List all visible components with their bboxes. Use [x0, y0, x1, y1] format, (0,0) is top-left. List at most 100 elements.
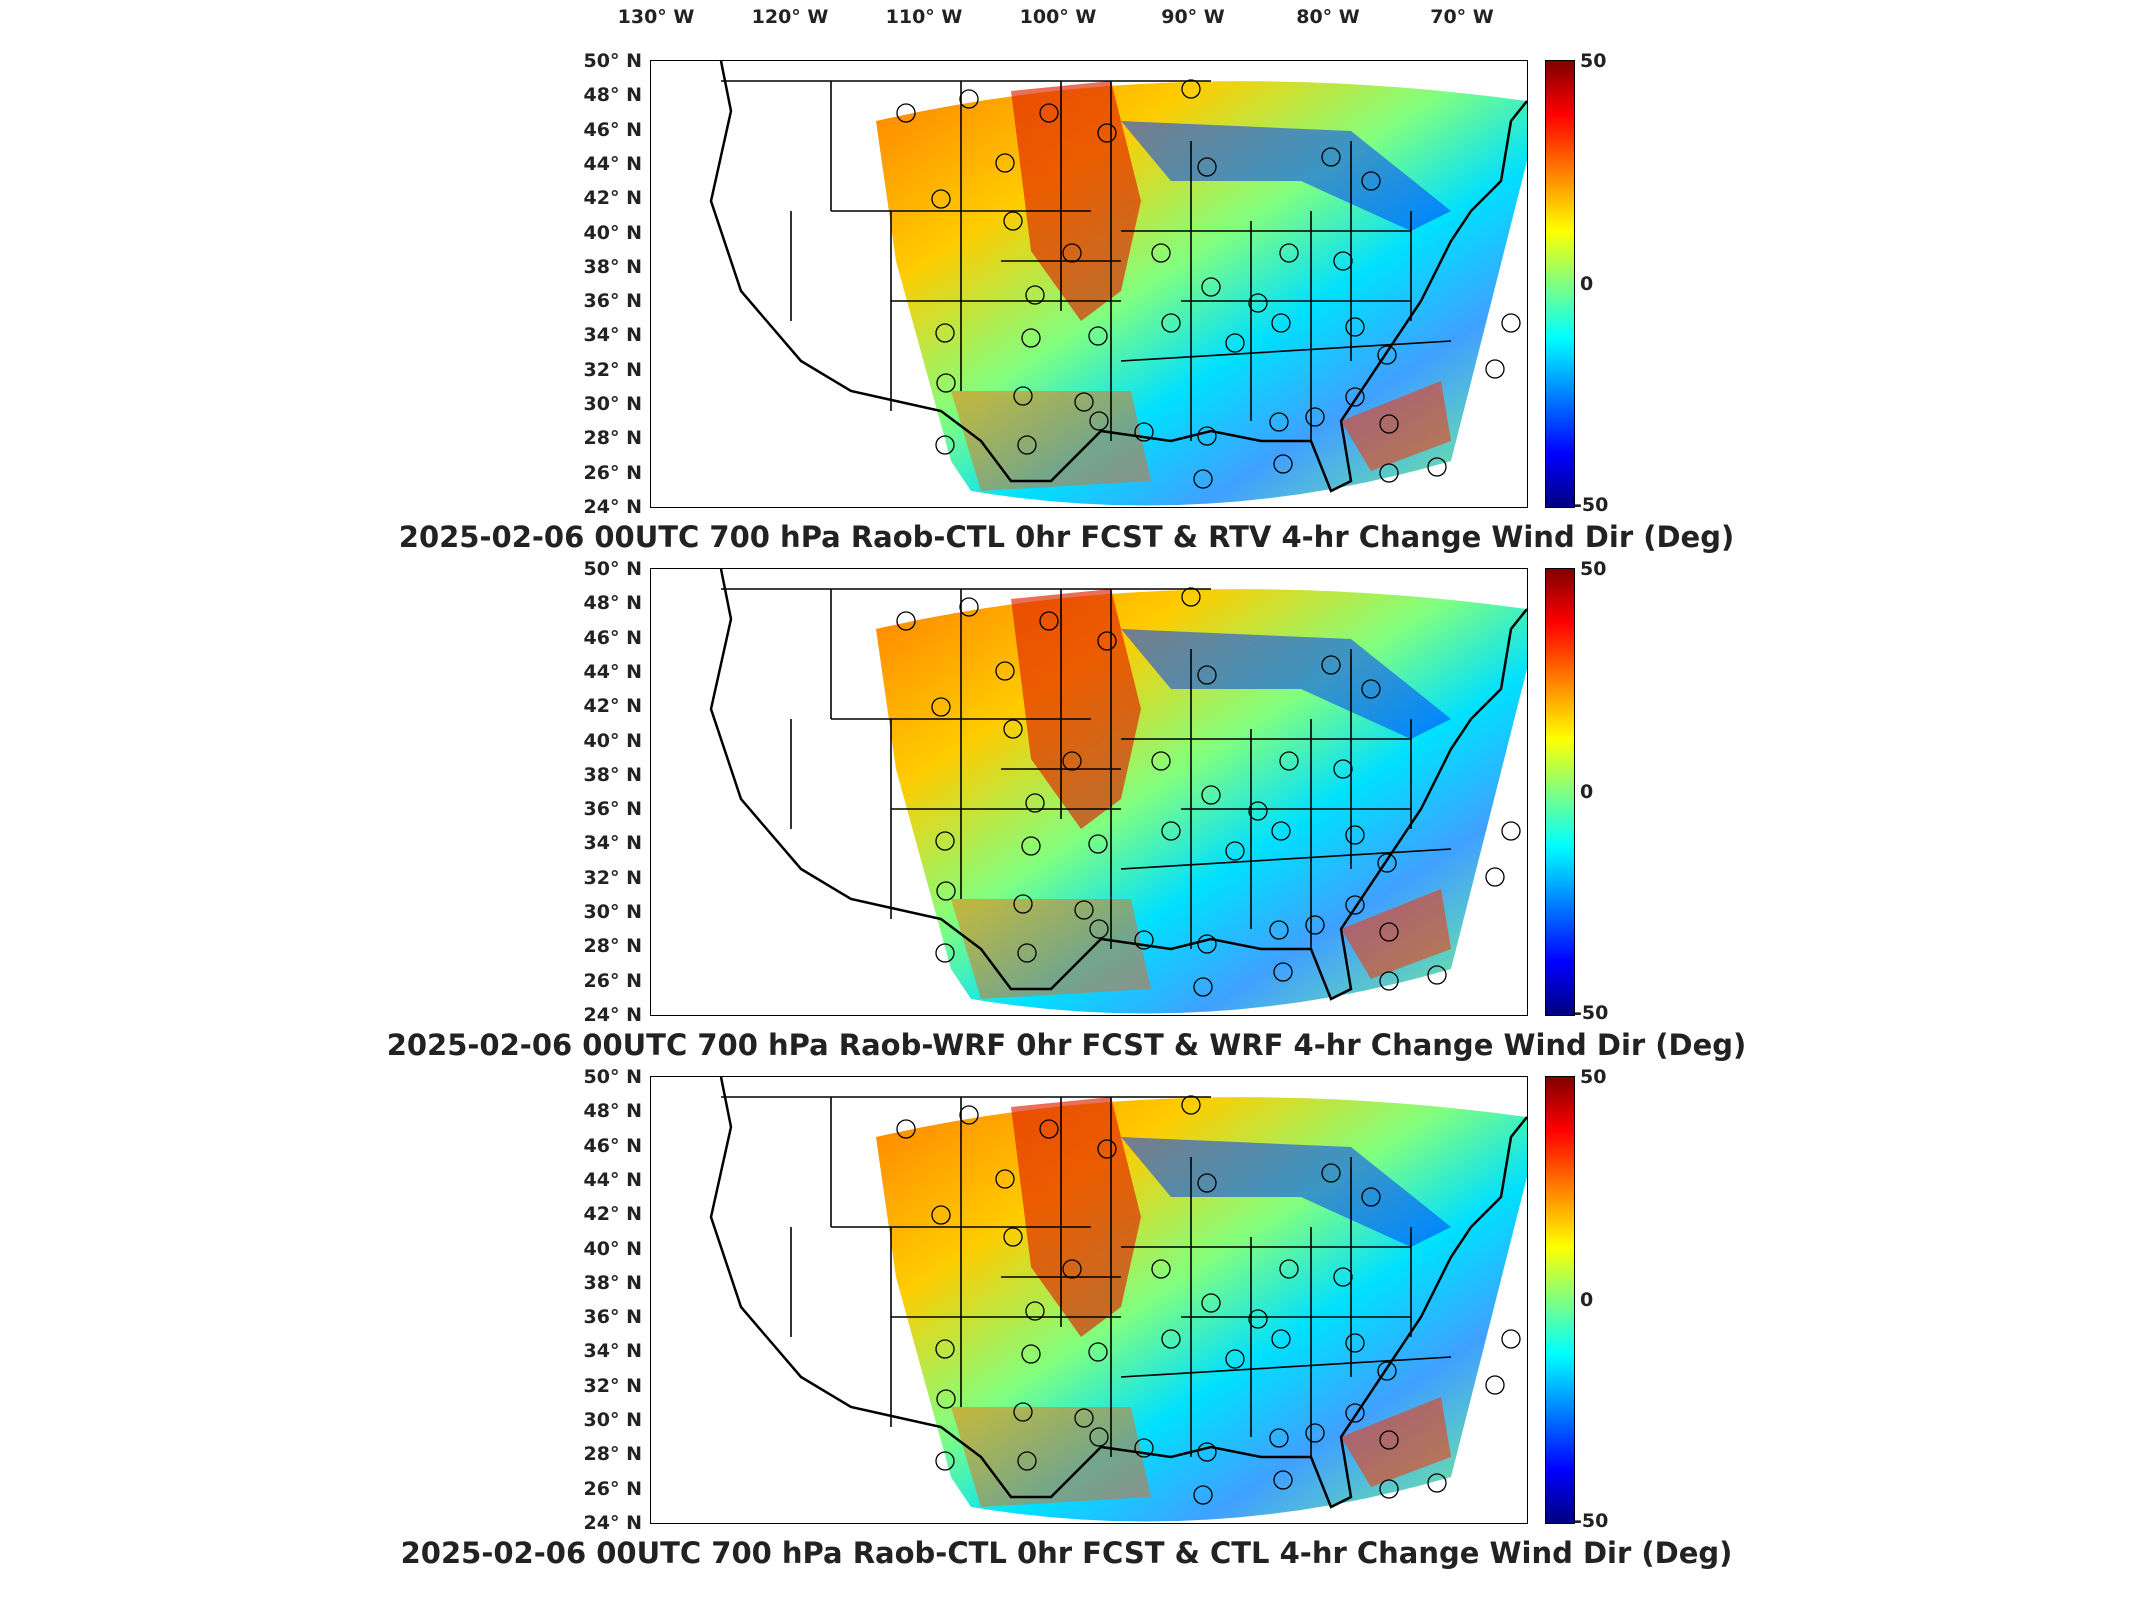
panel-title: 2025-02-06 00UTC 700 hPa Raob-CTL 0hr FC… — [398, 520, 1735, 554]
station-marker — [1273, 1470, 1293, 1490]
station-marker — [1201, 785, 1221, 805]
station-marker — [995, 1169, 1015, 1189]
station-marker — [1013, 386, 1033, 406]
station-marker — [1225, 333, 1245, 353]
lat-label: 44° N — [583, 152, 642, 175]
lat-label: 28° N — [583, 1443, 642, 1466]
station-marker — [1248, 801, 1268, 821]
station-marker — [935, 435, 955, 455]
station-marker — [1089, 1427, 1109, 1447]
station-marker — [1269, 1428, 1289, 1448]
lat-label: 46° N — [583, 626, 642, 649]
lon-label: 100° W — [1019, 6, 1097, 28]
station-marker — [1017, 943, 1037, 963]
station-marker — [1151, 1259, 1171, 1279]
station-marker — [1193, 469, 1213, 489]
station-marker — [1345, 1403, 1365, 1423]
station-marker — [1161, 821, 1181, 841]
station-marker — [1025, 285, 1045, 305]
station-marker — [995, 661, 1015, 681]
station-marker — [1074, 1408, 1094, 1428]
lat-label: 38° N — [583, 1271, 642, 1294]
lat-label: 28° N — [583, 935, 642, 958]
panel-title: 2025-02-06 00UTC 700 hPa Raob-CTL 0hr FC… — [400, 1536, 1733, 1570]
lat-label: 42° N — [583, 695, 642, 718]
station-marker — [935, 943, 955, 963]
lat-label: 26° N — [583, 1477, 642, 1500]
lat-label: 32° N — [583, 1374, 642, 1397]
station-marker — [1089, 411, 1109, 431]
station-marker — [1201, 1293, 1221, 1313]
station-marker — [1273, 454, 1293, 474]
station-marker — [1021, 836, 1041, 856]
station-marker — [1305, 1423, 1325, 1443]
station-marker — [1379, 414, 1399, 434]
station-marker — [1377, 1361, 1397, 1381]
station-marker — [1197, 934, 1217, 954]
station-marker — [931, 697, 951, 717]
station-marker — [935, 1451, 955, 1471]
station-marker — [1279, 751, 1299, 771]
station-marker — [896, 1119, 916, 1139]
lat-label: 48° N — [583, 84, 642, 107]
station-marker — [936, 881, 956, 901]
lon-label: 90° W — [1161, 6, 1225, 28]
lon-label: 70° W — [1430, 6, 1494, 28]
station-marker — [1377, 853, 1397, 873]
station-marker — [1225, 1349, 1245, 1369]
colorbar-min-label: -50 — [1574, 1002, 1609, 1024]
station-marker — [1017, 435, 1037, 455]
station-marker — [995, 153, 1015, 173]
lat-label: 30° N — [583, 1409, 642, 1432]
station-marker — [1321, 655, 1341, 675]
colorbar-mid-label: 0 — [1580, 273, 1594, 295]
station-marker — [935, 1339, 955, 1359]
colorbar — [1545, 60, 1575, 508]
colorbar-mid-label: 0 — [1580, 781, 1594, 803]
station-marker — [1021, 1344, 1041, 1364]
station-marker — [1269, 412, 1289, 432]
station-marker — [1197, 665, 1217, 685]
station-marker — [1271, 821, 1291, 841]
lat-label: 34° N — [583, 832, 642, 855]
station-marker — [1201, 277, 1221, 297]
panel-title: 2025-02-06 00UTC 700 hPa Raob-WRF 0hr FC… — [386, 1028, 1747, 1062]
station-marker — [1197, 157, 1217, 177]
lat-label: 34° N — [583, 1340, 642, 1363]
lat-label: 40° N — [583, 729, 642, 752]
station-marker — [1134, 1438, 1154, 1458]
station-marker — [1039, 611, 1059, 631]
station-marker — [1097, 631, 1117, 651]
station-marker — [1097, 1139, 1117, 1159]
station-marker — [935, 323, 955, 343]
station-marker — [1269, 920, 1289, 940]
lat-label: 24° N — [583, 1512, 642, 1534]
wind-direction-map — [709, 1077, 1527, 1522]
map-panel-2: 50° N 48° N 46° N 44° N 42° N 40° N 38° N 36° N… — [0, 508, 2133, 1062]
station-marker — [1427, 1473, 1447, 1493]
station-marker — [959, 1105, 979, 1125]
station-marker — [1271, 1329, 1291, 1349]
lat-label: 36° N — [583, 1306, 642, 1329]
station-marker — [1193, 977, 1213, 997]
map-plot — [650, 1076, 1528, 1524]
station-marker — [1333, 251, 1353, 271]
station-marker — [1271, 313, 1291, 333]
lat-label: 48° N — [583, 592, 642, 615]
station-marker — [1017, 1451, 1037, 1471]
map-panel-3: 50° N 48° N 46° N 44° N 42° N 40° N 38° N 36° N… — [0, 1016, 2133, 1570]
station-marker — [1181, 587, 1201, 607]
station-marker — [1039, 1119, 1059, 1139]
map-panel-1: 50° N 48° N 46° N 44° N 42° N 40° N 38° N 36° N… — [0, 0, 2133, 554]
map-plot — [650, 60, 1528, 508]
station-marker — [1074, 392, 1094, 412]
station-marker — [1197, 1173, 1217, 1193]
station-marker — [1345, 895, 1365, 915]
station-marker — [1074, 900, 1094, 920]
station-marker — [1273, 962, 1293, 982]
station-marker — [1003, 719, 1023, 739]
lat-label: 28° N — [583, 427, 642, 450]
station-marker — [1345, 1333, 1365, 1353]
station-marker — [1088, 1342, 1108, 1362]
station-marker — [931, 189, 951, 209]
